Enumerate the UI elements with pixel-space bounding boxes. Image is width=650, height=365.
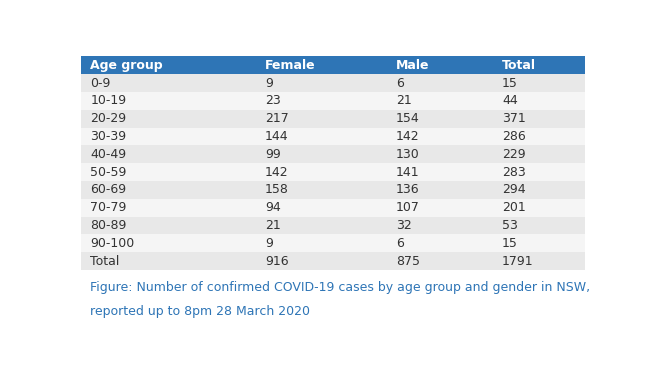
Text: 201: 201 bbox=[502, 201, 526, 214]
Text: Total: Total bbox=[90, 255, 120, 268]
Text: 158: 158 bbox=[265, 184, 289, 196]
FancyBboxPatch shape bbox=[81, 234, 585, 252]
Text: Female: Female bbox=[265, 59, 316, 72]
Text: 21: 21 bbox=[265, 219, 281, 232]
Text: 44: 44 bbox=[502, 95, 517, 107]
Text: 40-49: 40-49 bbox=[90, 148, 127, 161]
Text: 23: 23 bbox=[265, 95, 281, 107]
Text: 142: 142 bbox=[265, 166, 289, 178]
FancyBboxPatch shape bbox=[81, 163, 585, 181]
Text: 20-29: 20-29 bbox=[90, 112, 127, 125]
Text: 94: 94 bbox=[265, 201, 281, 214]
Text: 136: 136 bbox=[396, 184, 420, 196]
FancyBboxPatch shape bbox=[81, 217, 585, 234]
Text: 217: 217 bbox=[265, 112, 289, 125]
Text: 371: 371 bbox=[502, 112, 526, 125]
Text: 1791: 1791 bbox=[502, 255, 534, 268]
FancyBboxPatch shape bbox=[81, 57, 585, 74]
Text: 99: 99 bbox=[265, 148, 281, 161]
Text: 144: 144 bbox=[265, 130, 289, 143]
Text: Age group: Age group bbox=[90, 59, 163, 72]
Text: 875: 875 bbox=[396, 255, 420, 268]
Text: 10-19: 10-19 bbox=[90, 95, 127, 107]
Text: 6: 6 bbox=[396, 237, 404, 250]
Text: 283: 283 bbox=[502, 166, 526, 178]
Text: 15: 15 bbox=[502, 237, 518, 250]
Text: 154: 154 bbox=[396, 112, 420, 125]
FancyBboxPatch shape bbox=[81, 128, 585, 145]
FancyBboxPatch shape bbox=[81, 145, 585, 163]
Text: 141: 141 bbox=[396, 166, 420, 178]
Text: 0-9: 0-9 bbox=[90, 77, 110, 90]
Text: 90-100: 90-100 bbox=[90, 237, 135, 250]
FancyBboxPatch shape bbox=[81, 74, 585, 92]
FancyBboxPatch shape bbox=[81, 110, 585, 128]
Text: Male: Male bbox=[396, 59, 430, 72]
Text: 30-39: 30-39 bbox=[90, 130, 127, 143]
Text: 286: 286 bbox=[502, 130, 526, 143]
Text: 70-79: 70-79 bbox=[90, 201, 127, 214]
FancyBboxPatch shape bbox=[81, 181, 585, 199]
FancyBboxPatch shape bbox=[81, 92, 585, 110]
Text: 50-59: 50-59 bbox=[90, 166, 127, 178]
Text: 80-89: 80-89 bbox=[90, 219, 127, 232]
Text: Figure: Number of confirmed COVID-19 cases by age group and gender in NSW,: Figure: Number of confirmed COVID-19 cas… bbox=[90, 281, 590, 294]
Text: 294: 294 bbox=[502, 184, 525, 196]
Text: 15: 15 bbox=[502, 77, 518, 90]
Text: 142: 142 bbox=[396, 130, 420, 143]
Text: 9: 9 bbox=[265, 237, 273, 250]
Text: 130: 130 bbox=[396, 148, 420, 161]
Text: 107: 107 bbox=[396, 201, 420, 214]
FancyBboxPatch shape bbox=[81, 252, 585, 270]
Text: 916: 916 bbox=[265, 255, 289, 268]
Text: 60-69: 60-69 bbox=[90, 184, 127, 196]
Text: reported up to 8pm 28 March 2020: reported up to 8pm 28 March 2020 bbox=[90, 305, 310, 318]
Text: 32: 32 bbox=[396, 219, 412, 232]
Text: 21: 21 bbox=[396, 95, 412, 107]
Text: 53: 53 bbox=[502, 219, 518, 232]
Text: 6: 6 bbox=[396, 77, 404, 90]
FancyBboxPatch shape bbox=[81, 199, 585, 217]
Text: 229: 229 bbox=[502, 148, 525, 161]
Text: 9: 9 bbox=[265, 77, 273, 90]
Text: Total: Total bbox=[502, 59, 536, 72]
